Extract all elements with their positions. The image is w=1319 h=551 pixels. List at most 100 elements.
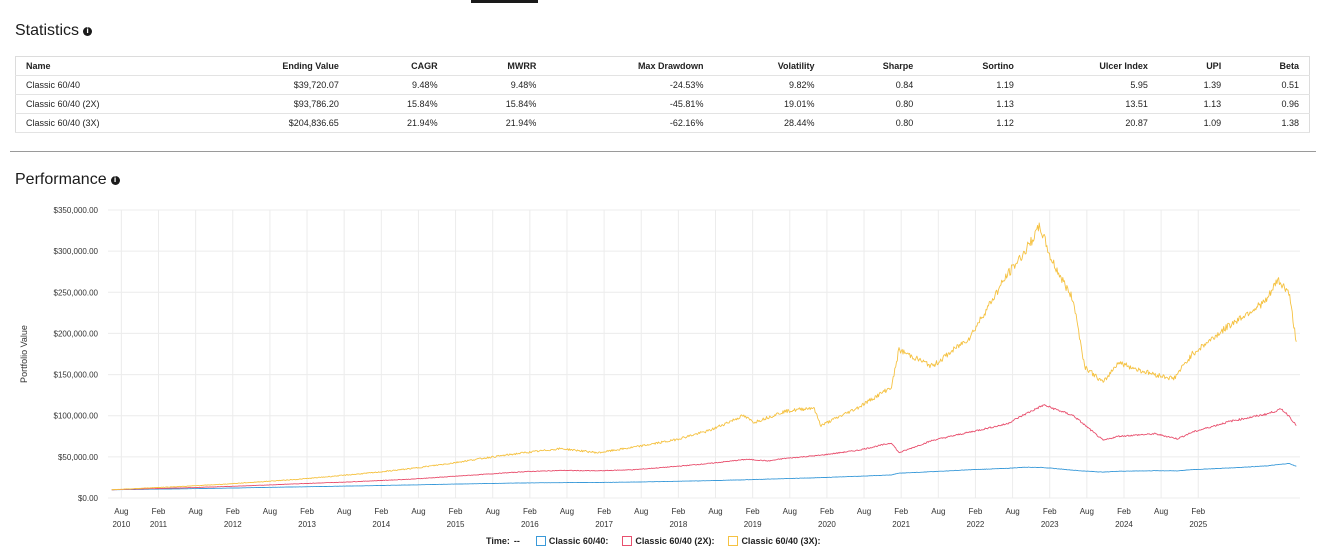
table-cell: 9.48% bbox=[447, 75, 547, 95]
y-tick-label: $350,000.00 bbox=[54, 206, 99, 215]
performance-title-text: Performance bbox=[15, 171, 107, 188]
table-cell: 1.39 bbox=[1157, 75, 1232, 95]
table-cell: $39,720.07 bbox=[199, 75, 349, 95]
x-tick-year-label: 2021 bbox=[892, 520, 910, 529]
info-icon[interactable]: i bbox=[110, 175, 120, 185]
table-cell: Classic 60/40 (2X) bbox=[15, 94, 200, 114]
x-tick-label: Aug bbox=[931, 507, 945, 516]
x-tick-label: Aug bbox=[189, 507, 203, 516]
x-tick-year-label: 2020 bbox=[818, 520, 836, 529]
y-tick-label: $300,000.00 bbox=[54, 247, 99, 256]
legend-item-classic-6040-3x[interactable]: Classic 60/40 (3X): bbox=[728, 536, 820, 546]
column-header[interactable]: CAGR bbox=[348, 56, 448, 76]
column-header[interactable]: UPI bbox=[1157, 56, 1232, 76]
x-tick-year-label: 2025 bbox=[1189, 520, 1207, 529]
x-tick-label: Feb bbox=[894, 507, 908, 516]
x-tick-year-label: 2015 bbox=[447, 520, 465, 529]
x-tick-year-label: 2024 bbox=[1115, 520, 1133, 529]
x-tick-year-label: 2022 bbox=[967, 520, 985, 529]
legend-label: Classic 60/40: bbox=[548, 536, 609, 546]
performance-chart[interactable]: $0.00 $50,000.00 $100,000.00 $150,000.00 $20… bbox=[0, 195, 1319, 535]
table-cell: 0.80 bbox=[824, 94, 924, 114]
table-cell: 1.38 bbox=[1231, 113, 1310, 133]
chart-legend: Time: -- Classic 60/40: Classic 60/40 (2… bbox=[486, 536, 834, 546]
x-tick-year-label: 2019 bbox=[744, 520, 762, 529]
x-tick-label: Feb bbox=[523, 507, 537, 516]
x-tick-label: Aug bbox=[708, 507, 722, 516]
x-tick-label: Feb bbox=[1191, 507, 1205, 516]
x-tick-year-label: 2023 bbox=[1041, 520, 1059, 529]
x-tick-year-label: 2010 bbox=[112, 520, 130, 529]
info-icon[interactable]: i bbox=[83, 26, 93, 36]
y-tick-label: $200,000.00 bbox=[54, 329, 99, 338]
legend-swatch bbox=[622, 536, 633, 546]
x-tick-label: Feb bbox=[152, 507, 166, 516]
column-header[interactable]: MWRR bbox=[447, 56, 547, 76]
table-cell: -24.53% bbox=[546, 75, 714, 95]
column-header[interactable]: Beta bbox=[1231, 56, 1310, 76]
x-tick-label: Feb bbox=[969, 507, 983, 516]
table-cell: Classic 60/40 (3X) bbox=[15, 113, 200, 133]
column-header[interactable]: Sortino bbox=[923, 56, 1024, 76]
table-cell: 1.12 bbox=[923, 113, 1024, 133]
x-tick-label: Aug bbox=[1005, 507, 1019, 516]
y-tick-label: $100,000.00 bbox=[54, 412, 99, 421]
x-tick-label: Aug bbox=[337, 507, 351, 516]
y-tick-label: $250,000.00 bbox=[54, 288, 99, 297]
y-tick-label: $50,000.00 bbox=[58, 453, 99, 462]
table-cell: 9.82% bbox=[713, 75, 825, 95]
section-divider bbox=[10, 151, 1316, 152]
x-tick-label: Aug bbox=[857, 507, 871, 516]
table-cell: -45.81% bbox=[546, 94, 714, 114]
x-tick-label: Feb bbox=[820, 507, 834, 516]
column-header[interactable]: Sharpe bbox=[824, 56, 924, 76]
table-cell: 13.51 bbox=[1023, 94, 1158, 114]
legend-item-classic-6040-2x[interactable]: Classic 60/40 (2X): bbox=[622, 536, 714, 546]
x-tick-year-label: 2018 bbox=[669, 520, 687, 529]
table-row: Classic 60/40 $39,720.07 9.48% 9.48% -24… bbox=[15, 75, 1310, 95]
table-cell: 28.44% bbox=[713, 113, 825, 133]
x-tick-label: Aug bbox=[1154, 507, 1168, 516]
table-cell: 1.09 bbox=[1157, 113, 1232, 133]
legend-item-classic-6040[interactable]: Classic 60/40: bbox=[535, 536, 609, 546]
x-tick-label: Aug bbox=[411, 507, 425, 516]
x-tick-label: Aug bbox=[634, 507, 648, 516]
statistics-title: Statistics i bbox=[15, 22, 93, 40]
table-cell: 0.80 bbox=[824, 113, 924, 133]
x-tick-label: Aug bbox=[486, 507, 500, 516]
table-row: Classic 60/40 (2X) $93,786.20 15.84% 15.… bbox=[15, 94, 1310, 114]
column-header[interactable]: Ulcer Index bbox=[1023, 56, 1158, 76]
column-header[interactable]: Name bbox=[15, 56, 200, 76]
legend-time-value: -- bbox=[513, 536, 520, 546]
y-tick-label: $0.00 bbox=[78, 494, 99, 503]
legend-time-label: Time: bbox=[486, 536, 510, 546]
x-tick-year-label: 2014 bbox=[372, 520, 390, 529]
x-tick-label: Feb bbox=[1043, 507, 1057, 516]
table-row: Classic 60/40 (3X) $204,836.65 21.94% 21… bbox=[15, 113, 1310, 133]
table-cell: 0.84 bbox=[824, 75, 924, 95]
column-header[interactable]: Max Drawdown bbox=[546, 56, 714, 76]
table-cell: 21.94% bbox=[348, 113, 448, 133]
x-tick-label: Feb bbox=[449, 507, 463, 516]
table-cell: 1.19 bbox=[923, 75, 1024, 95]
table-cell: 15.84% bbox=[348, 94, 448, 114]
x-tick-label: Feb bbox=[746, 507, 760, 516]
x-tick-label: Feb bbox=[597, 507, 611, 516]
x-tick-label: Aug bbox=[560, 507, 574, 516]
x-tick-label: Feb bbox=[671, 507, 685, 516]
table-cell: 19.01% bbox=[713, 94, 825, 114]
legend-label: Classic 60/40 (3X): bbox=[741, 536, 821, 546]
table-cell: 1.13 bbox=[923, 94, 1024, 114]
column-header[interactable]: Ending Value bbox=[199, 56, 349, 76]
table-cell: 9.48% bbox=[348, 75, 448, 95]
table-cell: $204,836.65 bbox=[199, 113, 349, 133]
series-line bbox=[111, 462, 1297, 491]
series-line bbox=[111, 404, 1297, 491]
x-tick-label: Aug bbox=[1080, 507, 1094, 516]
series-line bbox=[111, 222, 1297, 491]
column-header[interactable]: Volatility bbox=[713, 56, 825, 76]
x-tick-label: Feb bbox=[1117, 507, 1131, 516]
x-tick-year-label: 2016 bbox=[521, 520, 539, 529]
table-cell: Classic 60/40 bbox=[15, 75, 200, 95]
x-tick-label: Aug bbox=[263, 507, 277, 516]
